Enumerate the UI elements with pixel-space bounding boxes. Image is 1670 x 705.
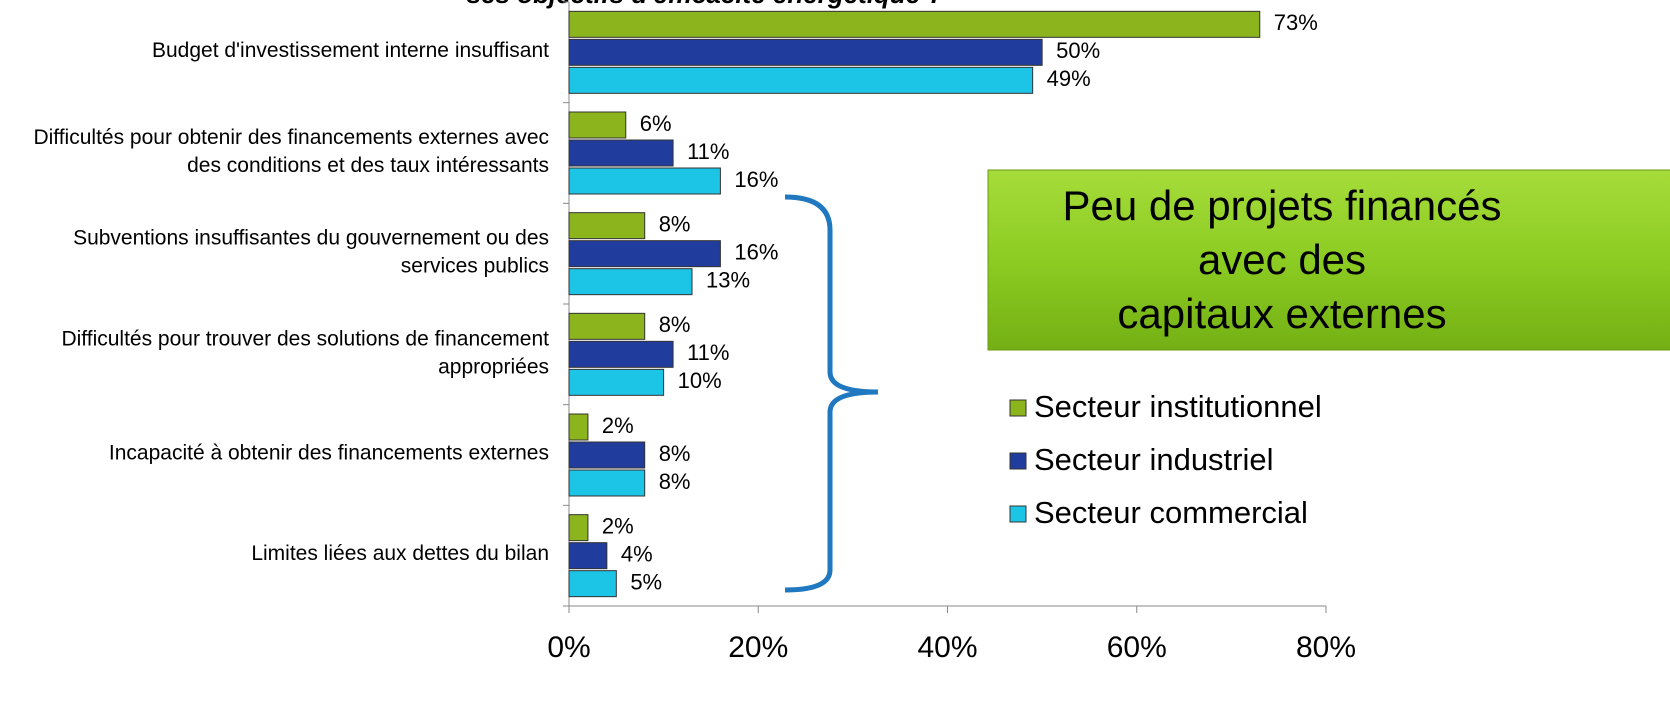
bar <box>568 66 1034 94</box>
data-label: 6% <box>640 111 672 136</box>
bar <box>568 570 617 598</box>
bar <box>568 441 646 469</box>
bar <box>568 469 646 497</box>
legend-label: Secteur industriel <box>1034 442 1274 477</box>
bar <box>568 514 589 542</box>
bar <box>568 38 1043 66</box>
data-label: 2% <box>602 513 634 538</box>
annotation-line: Peu de projets financés <box>1063 182 1502 229</box>
y-tick-label: Budget d'investissement interne insuffis… <box>152 39 549 62</box>
x-tick-label: 0% <box>547 631 590 664</box>
data-label: 4% <box>621 541 653 566</box>
data-label: 11% <box>687 139 729 164</box>
data-label: 13% <box>706 267 750 292</box>
data-label: 8% <box>659 441 691 466</box>
data-label: 10% <box>678 368 722 393</box>
legend-swatch <box>1009 399 1027 417</box>
bar <box>568 413 589 441</box>
y-tick-label: Subventions insuffisantes du gouvernemen… <box>73 226 549 277</box>
legend-swatch <box>1009 505 1027 523</box>
data-label: 8% <box>659 312 691 337</box>
legend-label: Secteur institutionnel <box>1034 389 1322 424</box>
bar <box>568 340 674 368</box>
x-tick-label: 80% <box>1296 631 1356 664</box>
data-label: 73% <box>1274 10 1318 35</box>
data-label: 50% <box>1056 38 1100 63</box>
y-tick-label: Limites liées aux dettes du bilan <box>251 542 549 565</box>
bar <box>568 167 721 195</box>
chart-title: ses objectifs d'efficacité énergétique ? <box>467 0 944 9</box>
bar <box>568 268 693 296</box>
bar <box>568 542 608 570</box>
x-tick-label: 20% <box>728 631 788 664</box>
data-label: 8% <box>659 211 691 236</box>
y-tick-label: Difficultés pour obtenir des financement… <box>33 126 549 177</box>
legend-label: Secteur commercial <box>1034 495 1308 530</box>
data-label: 5% <box>630 569 662 594</box>
annotation-box <box>987 169 1670 351</box>
x-tick-label: 60% <box>1107 631 1167 664</box>
annotation: Peu de projets financés avec des capitaux … <box>1063 182 1502 337</box>
legend-swatch <box>1009 452 1027 470</box>
bar <box>568 10 1261 38</box>
y-tick-label: Difficultés pour trouver des solutions d… <box>61 327 549 378</box>
y-tick-label: Incapacité à obtenir des financements ex… <box>109 442 549 465</box>
x-tick-label: 40% <box>917 631 977 664</box>
data-label: 11% <box>687 340 729 365</box>
data-label: 16% <box>734 239 778 264</box>
data-label: 8% <box>659 469 691 494</box>
brace <box>784 194 879 593</box>
annotation-line: avec des <box>1198 236 1366 283</box>
bar <box>568 212 646 240</box>
data-label: 2% <box>602 413 634 438</box>
data-label: 49% <box>1047 66 1091 91</box>
bar <box>568 368 665 396</box>
data-label: 16% <box>734 167 778 192</box>
bar <box>568 111 627 139</box>
annotation-line: capitaux externes <box>1117 290 1446 337</box>
bar <box>568 240 721 268</box>
plot: 0% 20% 40% 60% 80% Budget d'investissement in… <box>33 1 1356 664</box>
bar <box>568 312 646 340</box>
bar <box>568 139 674 167</box>
